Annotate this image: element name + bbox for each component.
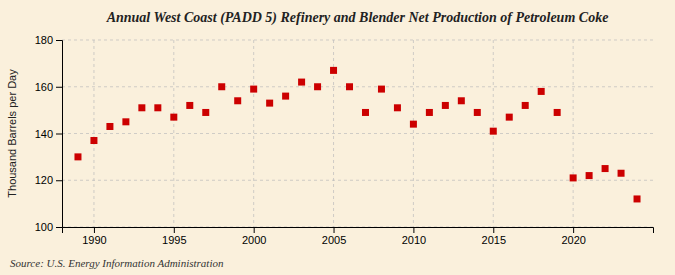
point — [474, 109, 481, 116]
point — [394, 104, 401, 111]
tick: 2020 — [561, 227, 585, 246]
grid-line — [253, 40, 254, 227]
y-axis: 100 120 140 160 180 — [35, 34, 63, 233]
point — [314, 83, 321, 90]
point — [538, 88, 545, 95]
tick-mark — [573, 227, 574, 233]
point — [90, 137, 97, 144]
grid-line — [62, 86, 653, 87]
point — [570, 174, 577, 181]
point — [122, 118, 129, 125]
tick-mark — [56, 134, 62, 135]
point — [170, 114, 177, 121]
grid-line — [413, 40, 414, 227]
tick: 140 — [35, 128, 62, 140]
point — [554, 109, 561, 116]
tick-mark — [334, 227, 335, 233]
tick-label: 1990 — [82, 234, 106, 246]
tick-mark — [174, 227, 175, 233]
tick-label: 2000 — [242, 234, 266, 246]
tick-mark — [56, 180, 62, 181]
point — [426, 109, 433, 116]
plot-area: 1990 1995 2000 2005 2010 2015 2020 100 120 140 160… — [35, 34, 654, 246]
tick: 120 — [35, 174, 62, 186]
tick-label: 2010 — [402, 234, 426, 246]
source-note: Source: U.S. Energy Information Administ… — [10, 257, 224, 269]
grid-line — [62, 133, 653, 134]
point — [586, 172, 593, 179]
grid-line — [62, 180, 653, 181]
point — [298, 79, 305, 86]
tick-label: 2020 — [561, 234, 585, 246]
x-axis: 1990 1995 2000 2005 2010 2015 2020 — [63, 227, 654, 246]
point — [202, 109, 209, 116]
tick-label: 2015 — [482, 234, 506, 246]
axis-line — [63, 228, 654, 234]
grid-line — [173, 40, 174, 227]
tick-label: 160 — [35, 81, 53, 93]
point — [106, 123, 113, 130]
tick: 100 — [35, 221, 62, 233]
title: Annual West Coast (PADD 5) Refinery and … — [106, 10, 609, 26]
point — [218, 83, 225, 90]
point — [618, 170, 625, 177]
grid-line — [93, 40, 94, 227]
y-axis-title: Thousand Barrels per Day — [6, 69, 18, 198]
tick-label: 120 — [35, 174, 53, 186]
point — [330, 67, 337, 74]
tick-label: 1995 — [162, 234, 186, 246]
tick-mark — [254, 227, 255, 233]
point — [346, 83, 353, 90]
grid-line — [62, 40, 653, 41]
point — [490, 128, 497, 135]
tick-label: 180 — [35, 34, 53, 46]
point — [282, 93, 289, 100]
tick-mark — [94, 227, 95, 233]
tick: 2010 — [402, 227, 426, 246]
tick: 2000 — [242, 227, 266, 246]
point — [410, 121, 417, 128]
point — [266, 100, 273, 107]
point — [506, 114, 513, 121]
point — [250, 86, 257, 93]
points — [74, 67, 640, 203]
point — [634, 195, 641, 202]
tick: 1990 — [82, 227, 106, 246]
tick-label: 140 — [35, 128, 53, 140]
tick: 160 — [35, 81, 62, 93]
point — [234, 97, 241, 104]
tick-mark — [56, 227, 62, 228]
point — [362, 109, 369, 116]
point — [602, 165, 609, 172]
axis-line — [56, 41, 63, 228]
tick-mark — [56, 40, 62, 41]
tick-label: 100 — [35, 221, 53, 233]
tick: 2015 — [482, 227, 506, 246]
tick-mark — [413, 227, 414, 233]
point — [378, 86, 385, 93]
grid — [62, 40, 653, 227]
point — [442, 102, 449, 109]
point — [522, 102, 529, 109]
tick-label: 2005 — [322, 234, 346, 246]
chart: 1990 1995 2000 2005 2010 2015 2020 100 120 140 160… — [0, 0, 675, 275]
tick: 180 — [35, 34, 62, 46]
grid-line — [573, 40, 574, 227]
tick: 2005 — [322, 227, 346, 246]
tick-mark — [56, 87, 62, 88]
point — [138, 104, 145, 111]
point — [154, 104, 161, 111]
point — [458, 97, 465, 104]
tick-mark — [493, 227, 494, 233]
point — [74, 153, 81, 160]
tick: 1995 — [162, 227, 186, 246]
point — [186, 102, 193, 109]
